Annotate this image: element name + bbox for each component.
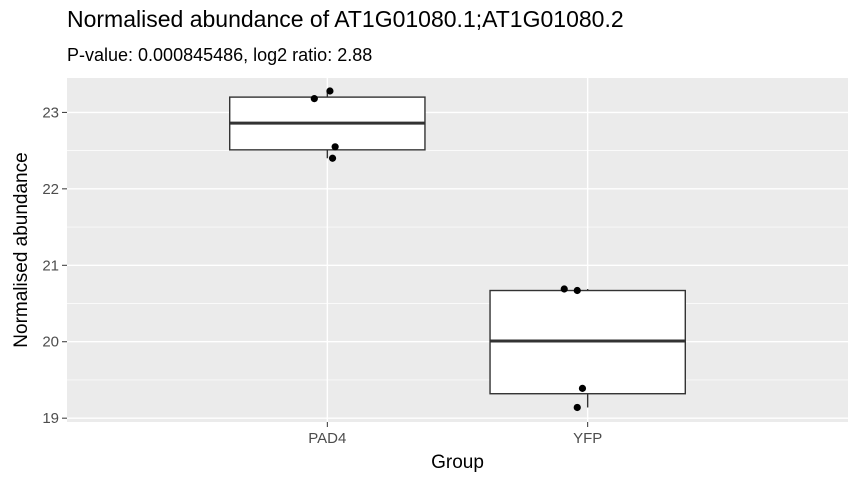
grid-minor-lines	[67, 150, 848, 381]
data-point	[310, 95, 318, 103]
x-tick-label: YFP	[573, 430, 602, 447]
data-point	[331, 143, 339, 151]
data-point	[560, 285, 568, 293]
y-axis-title: Normalised abundance	[11, 152, 32, 347]
y-tick-label: 23	[42, 104, 59, 121]
data-point	[578, 384, 587, 392]
x-tick-label: PAD4	[308, 430, 346, 447]
box-yfp	[489, 288, 686, 408]
data-point	[328, 154, 337, 162]
chart-subtitle: P-value: 0.000845486, log2 ratio: 2.88	[67, 45, 373, 65]
y-axis: 19 20 21 22 23	[42, 104, 67, 427]
chart-title: Normalised abundance of AT1G01080.1;AT1G…	[67, 6, 624, 32]
y-tick-label: 19	[42, 410, 59, 427]
x-axis: PAD4 YFP	[308, 422, 602, 447]
y-tick-label: 21	[42, 257, 59, 274]
plot-panel	[67, 78, 848, 422]
points-layer	[310, 87, 587, 412]
data-point	[573, 403, 581, 412]
x-axis-title: Group	[431, 452, 484, 473]
y-tick-label: 20	[42, 334, 59, 351]
data-point	[573, 286, 581, 295]
boxes-layer	[229, 90, 686, 408]
data-point	[326, 87, 334, 95]
box-pad4	[229, 90, 426, 159]
y-tick-label: 22	[42, 181, 59, 198]
